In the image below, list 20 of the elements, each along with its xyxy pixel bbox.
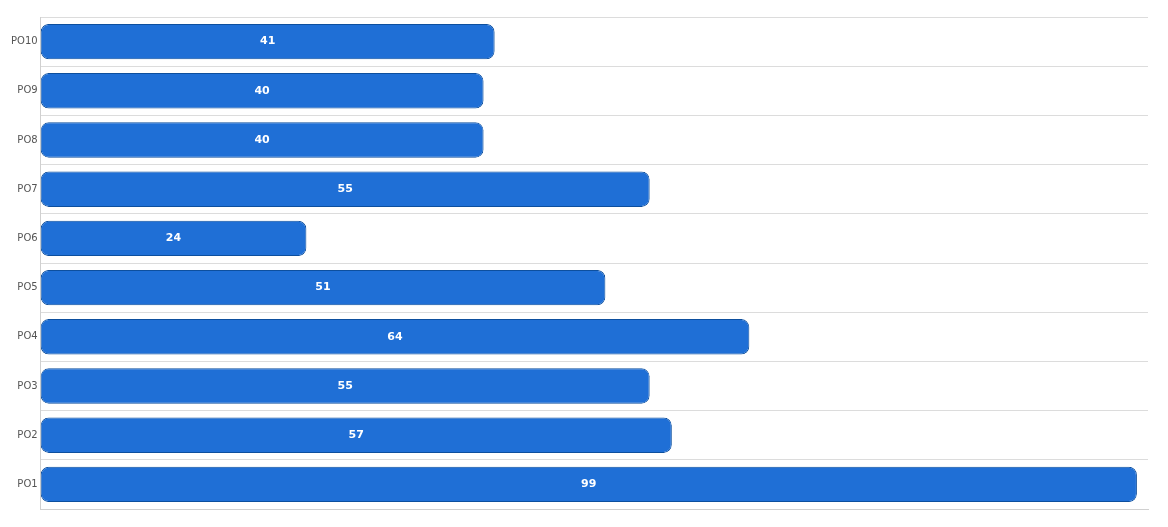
data-label: 40: [254, 83, 271, 97]
data-label: 51: [315, 280, 331, 294]
data-label: 55: [337, 182, 353, 196]
data-label: 24: [165, 231, 182, 245]
y-tick-label: PO6: [17, 231, 38, 243]
y-tick-label: PO5: [17, 281, 38, 293]
data-label: 40: [254, 132, 271, 146]
y-tick-label: PO9: [17, 84, 38, 96]
data-label: 41: [259, 34, 276, 48]
y-tick-label: PO10: [10, 35, 38, 47]
data-label: 64: [387, 329, 403, 343]
y-tick-label: PO2: [17, 428, 38, 440]
data-label: 57: [348, 428, 364, 442]
y-tick-label: PO8: [17, 133, 38, 145]
data-label: 99: [581, 477, 597, 491]
y-tick-label: PO4: [17, 330, 38, 342]
y-tick-label: PO3: [17, 379, 38, 391]
data-label: 55: [337, 378, 353, 392]
y-tick-label: PO7: [17, 182, 38, 194]
y-tick-label: PO1: [17, 477, 38, 489]
